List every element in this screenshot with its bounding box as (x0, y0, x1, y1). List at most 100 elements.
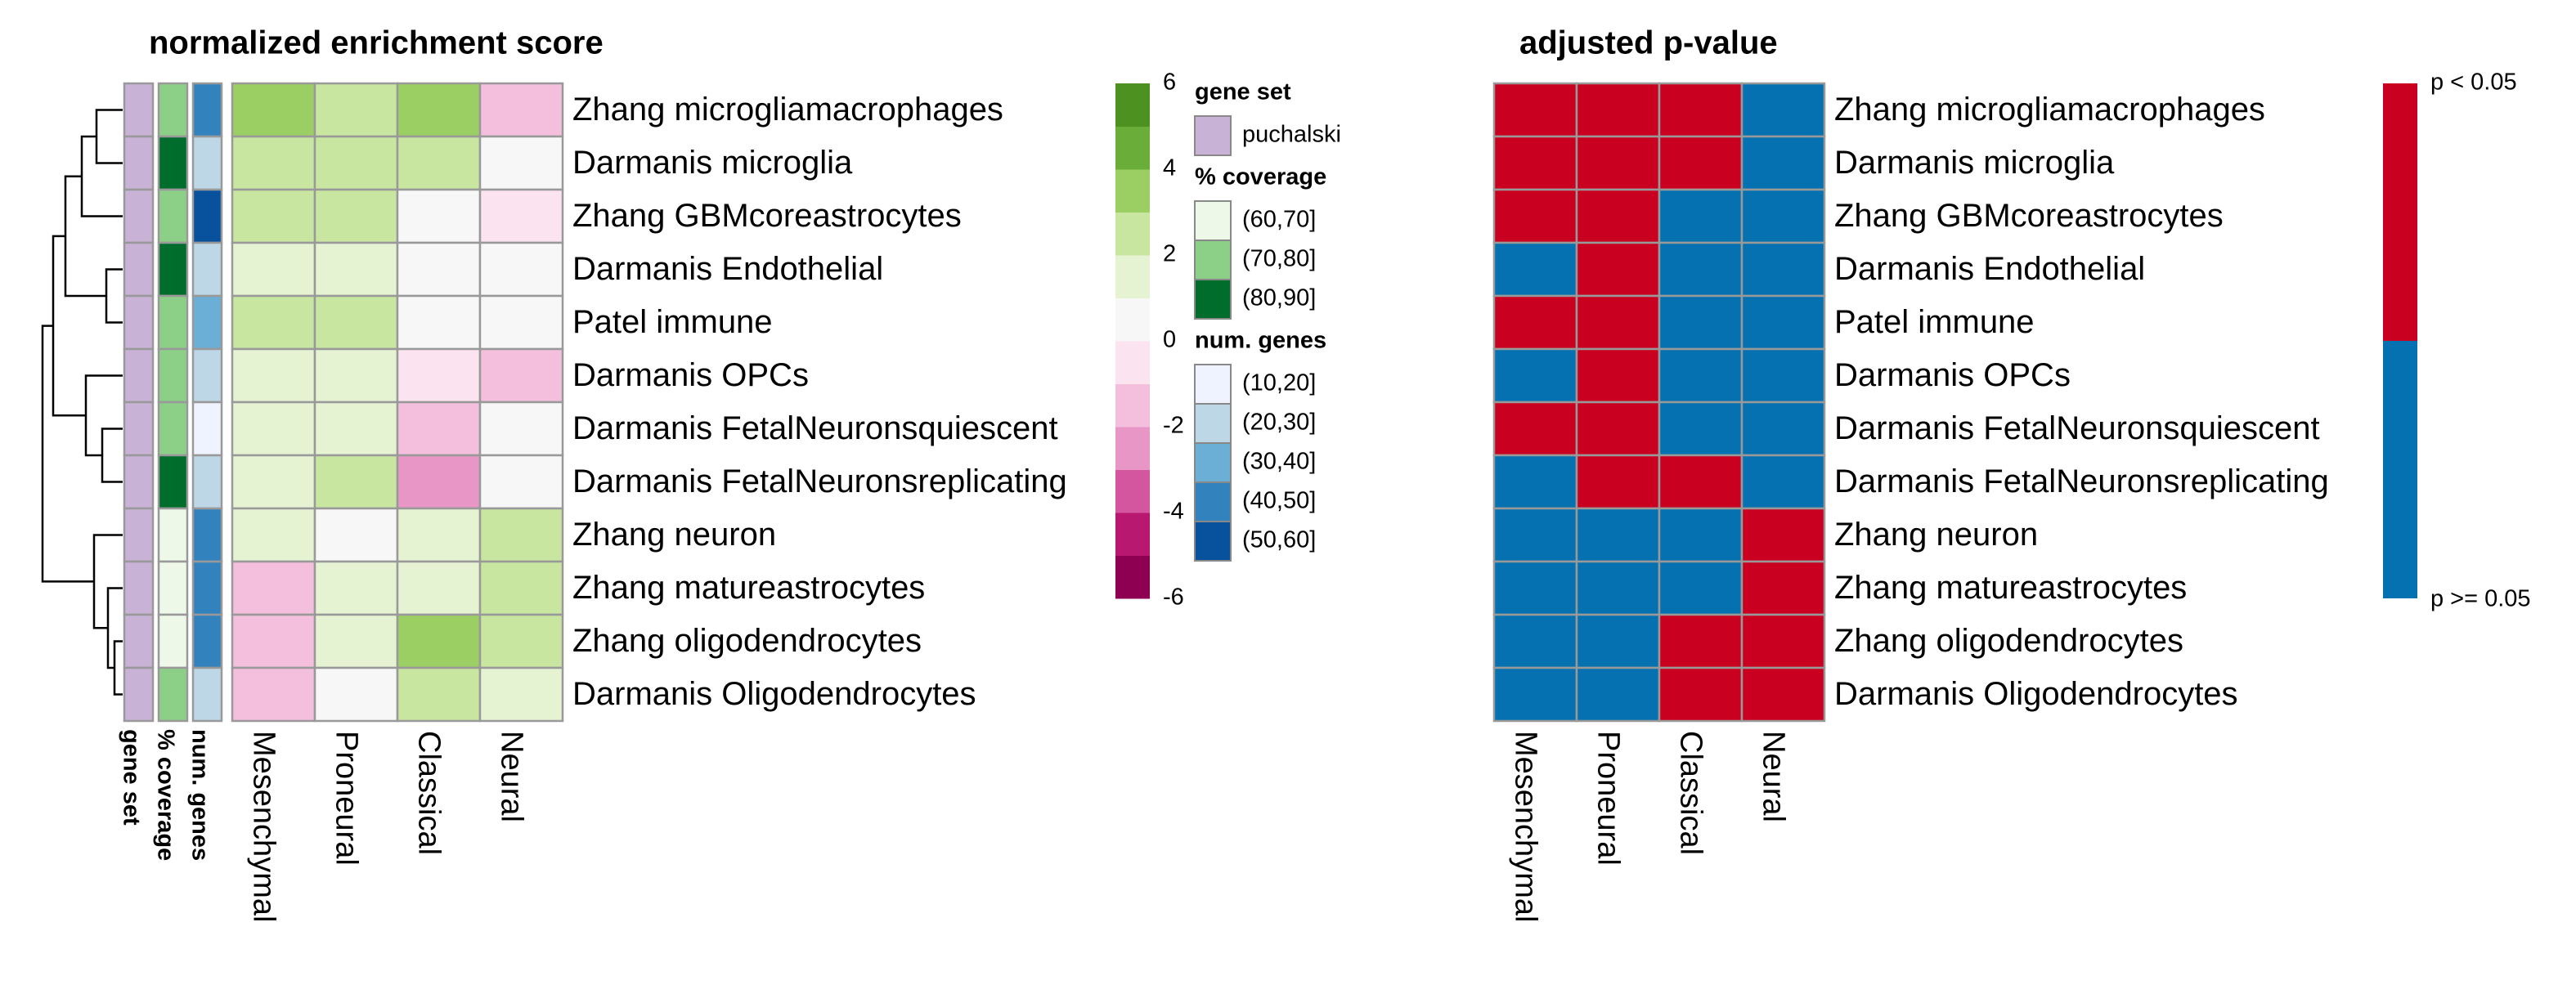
annotation-cell (123, 401, 155, 457)
heatmap-cell (1575, 454, 1661, 510)
annotation-cell (191, 666, 223, 723)
annotation-cell (191, 560, 223, 616)
heatmap-cell (1575, 188, 1661, 244)
heatmap-cell (1575, 347, 1661, 404)
heatmap-cell (478, 401, 564, 457)
annotation-cell (191, 241, 223, 298)
annotation-cell (157, 401, 189, 457)
heatmap-cell (1740, 560, 1826, 616)
heatmap-cell (396, 241, 482, 298)
heatmap-cell (231, 82, 316, 138)
heatmap-cell (313, 188, 399, 244)
column-label: Neural (494, 731, 528, 822)
legend-header: % coverage (1195, 164, 1326, 190)
heatmap-cell (1575, 135, 1661, 191)
annotation-cell (123, 454, 155, 510)
row-label: Darmanis OPCs (1834, 357, 2071, 393)
annotation-cell (157, 666, 189, 723)
heatmap-cell (396, 613, 482, 669)
heatmap-cell (478, 666, 564, 723)
colorbar-band (1115, 383, 1150, 428)
legend-band (2383, 83, 2417, 341)
annotation-cell (123, 347, 155, 404)
colorbar-band (1115, 126, 1150, 170)
column-label: Proneural (1591, 731, 1625, 866)
heatmap-cell (478, 560, 564, 616)
annotation-cell (123, 666, 155, 723)
dendrogram-branch (41, 325, 94, 583)
legend-label: (50,60] (1242, 527, 1316, 553)
heatmap-cell (313, 401, 399, 457)
colorbar-band (1115, 169, 1150, 213)
colorbar-tick-label: 0 (1163, 327, 1176, 353)
row-label: Darmanis FetalNeuronsquiescent (1834, 410, 2320, 446)
row-label: Darmanis FetalNeuronsquiescent (572, 410, 1058, 446)
annotation-cell (191, 454, 223, 510)
row-label: Zhang oligodendrocytes (1834, 623, 2183, 659)
annotation-cell (191, 347, 223, 404)
legend-label: (80,90] (1242, 285, 1316, 311)
heatmap-cell (1492, 560, 1578, 616)
colorbar-tick-label: -2 (1163, 413, 1184, 439)
heatmap-cell (1575, 294, 1661, 351)
panel-title: normalized enrichment score (149, 25, 604, 61)
heatmap-cell (1575, 666, 1661, 723)
colorbar-band (1115, 427, 1150, 470)
colorbar-tick-label: -6 (1163, 584, 1184, 611)
annotation-cell (123, 294, 155, 351)
annotation-cell (157, 241, 189, 298)
legend-label: p < 0.05 (2430, 69, 2517, 96)
heatmap-cell (478, 507, 564, 563)
heatmap-cell (478, 82, 564, 138)
heatmap-cell (1492, 454, 1578, 510)
annotation-cell (157, 507, 189, 563)
legend-label: (10,20] (1242, 370, 1316, 396)
row-label: Darmanis microglia (1834, 145, 2115, 181)
heatmap-cell (1740, 666, 1826, 723)
heatmap-cell (231, 401, 316, 457)
heatmap-cell (1492, 666, 1578, 723)
legend-swatch (1194, 442, 1232, 483)
annotation-cell (191, 135, 223, 191)
heatmap-cell (1740, 294, 1826, 351)
heatmap-cell (1658, 560, 1744, 616)
annotation-cell (157, 82, 189, 138)
heatmap-cell (396, 507, 482, 563)
colorbar-tick-label: 4 (1163, 155, 1176, 181)
colorbar-band (1115, 255, 1150, 298)
heatmap-cell (396, 188, 482, 244)
annotation-cell (157, 560, 189, 616)
legend-label: (30,40] (1242, 449, 1316, 475)
colorbar-band (1115, 298, 1150, 342)
annotation-cell (157, 294, 189, 351)
heatmap-cell (313, 560, 399, 616)
heatmap-cell (231, 294, 316, 351)
heatmap-cell (313, 241, 399, 298)
heatmap-cell (231, 135, 316, 191)
legend-label: (20,30] (1242, 410, 1316, 436)
heatmap-cell (396, 82, 482, 138)
heatmap-cell (1658, 347, 1744, 404)
legend-swatch (1194, 521, 1232, 562)
row-label: Darmanis OPCs (572, 357, 809, 393)
annotation-cell (157, 454, 189, 510)
row-label: Zhang matureastrocytes (572, 570, 925, 606)
heatmap-cell (1492, 241, 1578, 298)
heatmap-cell (231, 613, 316, 669)
heatmap-cell (1492, 82, 1578, 138)
heatmap-cell (1658, 82, 1744, 138)
row-label: Darmanis FetalNeuronsreplicating (572, 463, 1067, 499)
legend-swatch (1194, 481, 1232, 522)
legend-swatch (1194, 364, 1232, 405)
heatmap-cell (313, 454, 399, 510)
heatmap-cell (1740, 613, 1826, 669)
heatmap-cell (478, 613, 564, 669)
row-label: Zhang neuron (572, 517, 776, 553)
heatmap-cell (396, 294, 482, 351)
annotation-cell (191, 507, 223, 563)
heatmap-cell (396, 454, 482, 510)
heatmap-cell (396, 347, 482, 404)
row-label: Darmanis FetalNeuronsreplicating (1834, 463, 2329, 499)
heatmap-cell (478, 241, 564, 298)
